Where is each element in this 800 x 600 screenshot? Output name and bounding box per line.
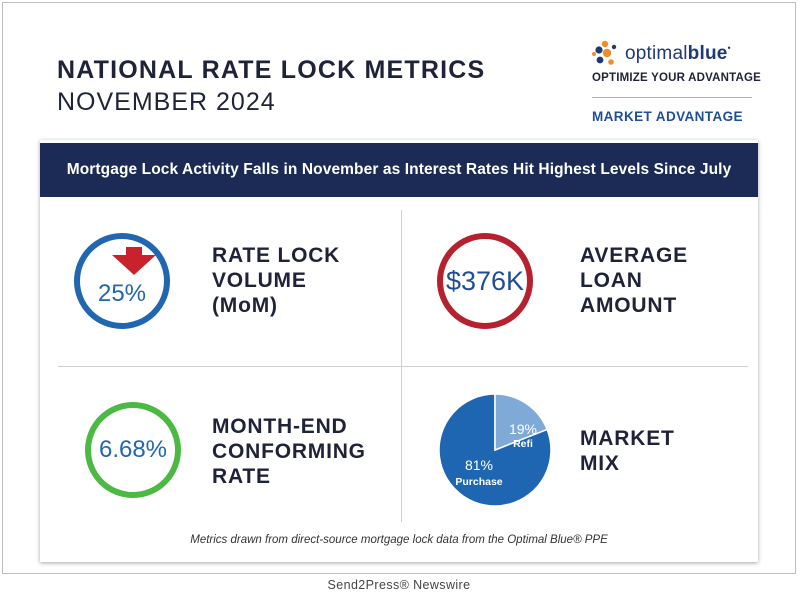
- rate-lock-value: 25%: [97, 280, 147, 307]
- conforming-rate-label-line: RATE: [212, 465, 271, 488]
- headline-banner: Mortgage Lock Activity Falls in November…: [40, 143, 758, 197]
- logo-word-blue: blue: [687, 43, 728, 64]
- logo-tagline: OPTIMIZE YOUR ADVANTAGE: [592, 72, 762, 84]
- loan-amount-label: AVERAGE LOAN AMOUNT: [580, 243, 688, 318]
- newswire-credit: Send2Press® Newswire: [327, 578, 471, 592]
- pie-category-label: Purchase: [455, 476, 502, 488]
- optimal-blue-logo: optimalblue•: [591, 38, 751, 70]
- page-subtitle: NOVEMBER 2024: [57, 88, 276, 116]
- logo-dots-icon: [592, 40, 617, 65]
- pie-value-label: 19%: [509, 421, 537, 437]
- conforming-rate-label-line: MONTH-END: [212, 415, 348, 438]
- pie-category-label: Refi: [513, 438, 533, 450]
- metrics-card: [40, 140, 758, 562]
- loan-amount-label-line: AMOUNT: [580, 294, 677, 317]
- rate-lock-ring: 25%: [74, 233, 170, 329]
- market-mix-label-line: MARKET: [580, 427, 675, 450]
- down-arrow-icon: [112, 247, 156, 275]
- horizontal-divider: [58, 366, 748, 367]
- conforming-rate-label-line: CONFORMING: [212, 440, 366, 463]
- loan-amount-label-line: LOAN: [580, 269, 643, 292]
- rate-lock-label-line: VOLUME: [212, 269, 307, 292]
- logo-wordmark: optimalblue•: [625, 43, 731, 64]
- rate-lock-label: RATE LOCK VOLUME (MoM): [212, 243, 340, 318]
- conforming-rate-label: MONTH-END CONFORMING RATE: [212, 414, 366, 489]
- loan-amount-label-line: AVERAGE: [580, 244, 688, 267]
- conforming-rate-value: 6.68%: [98, 436, 168, 463]
- pie-slice-refi: [494, 393, 549, 452]
- rate-lock-label-line: RATE LOCK: [212, 244, 341, 267]
- rate-lock-label-line: (MoM): [212, 294, 278, 317]
- footnote: Metrics drawn from direct-source mortgag…: [190, 534, 608, 546]
- conforming-rate-ring: 6.68%: [85, 402, 181, 498]
- loan-amount-ring: $376K: [437, 233, 533, 329]
- loan-amount-value: $376K: [445, 265, 525, 296]
- market-mix-label: MARKET MIX: [580, 426, 675, 476]
- section-label: MARKET ADVANTAGE: [592, 97, 752, 124]
- page-title: NATIONAL RATE LOCK METRICS: [57, 56, 486, 84]
- market-mix-label-line: MIX: [580, 452, 620, 475]
- logo-word-optimal: optimal: [625, 43, 688, 64]
- market-mix-pie-chart: 81% Purchase 19%Refi: [438, 393, 552, 507]
- pie-value-label: 81%: [465, 457, 493, 473]
